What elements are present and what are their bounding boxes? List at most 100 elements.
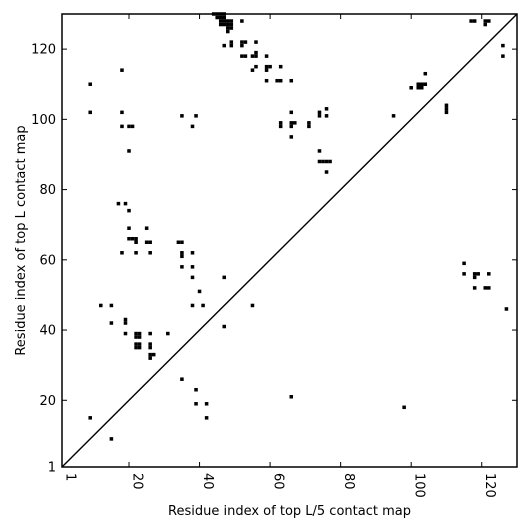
contact-cell — [134, 342, 138, 346]
contact-cell — [229, 40, 234, 44]
contact-cell — [166, 331, 170, 336]
contact-cell — [190, 251, 195, 255]
contact-cell — [240, 19, 244, 23]
contact-cell — [226, 22, 230, 27]
contact-cell — [483, 19, 488, 23]
y-tick-label: 100 — [31, 113, 56, 128]
contact-cell — [218, 19, 223, 23]
contact-cell — [416, 85, 421, 90]
contact-cell — [254, 64, 258, 69]
contact-cell — [289, 110, 294, 115]
contact-cell — [278, 64, 283, 69]
contact-cell — [109, 303, 114, 308]
contact-cell — [148, 331, 152, 336]
contact-cell — [180, 265, 184, 269]
contact-cell — [120, 68, 124, 72]
contact-cell — [148, 345, 152, 350]
contact-cell — [215, 15, 219, 20]
axis-ticks — [61, 14, 517, 468]
contact-cell — [293, 121, 297, 125]
contact-cell — [264, 78, 269, 83]
contact-cell — [317, 149, 322, 153]
contact-cell — [226, 26, 230, 30]
contact-cell — [222, 22, 227, 27]
contact-cell — [134, 236, 138, 241]
upper-contact-cells — [88, 12, 505, 153]
contact-cell — [148, 251, 152, 255]
contact-cell — [148, 342, 152, 346]
contact-cell — [222, 15, 227, 20]
contact-cell — [504, 307, 509, 311]
y-tick-label: 20 — [39, 394, 56, 409]
contact-cell — [416, 82, 421, 86]
contact-cell — [226, 19, 230, 23]
x-axis-tick-labels: 1 20 40 60 80 100 120 — [63, 473, 498, 498]
contact-cell — [137, 345, 142, 350]
contact-cell — [289, 121, 294, 125]
contact-cell — [487, 286, 491, 290]
y-tick-label: 120 — [31, 43, 56, 58]
contact-cell — [180, 377, 184, 381]
contact-cell — [180, 240, 184, 245]
contact-cell — [123, 321, 128, 325]
contact-cell — [226, 29, 230, 34]
contact-cell — [317, 114, 322, 118]
y-tick-label: 1 — [48, 461, 56, 476]
contact-cell — [127, 208, 131, 213]
contact-cell — [127, 226, 131, 230]
contact-cell — [218, 22, 223, 27]
contact-cell — [444, 110, 449, 115]
contact-cell — [127, 149, 131, 153]
contact-cell — [472, 286, 477, 290]
contact-cell — [134, 240, 138, 245]
contact-cell — [469, 19, 473, 23]
contact-cell — [487, 19, 491, 23]
contact-cell — [137, 335, 142, 339]
contact-cell — [420, 85, 424, 90]
x-tick-label: 100 — [412, 473, 427, 498]
contact-cell — [134, 335, 138, 339]
contact-cell — [250, 68, 255, 72]
contact-cell — [176, 240, 181, 245]
contact-cell — [423, 82, 428, 86]
contact-cell — [201, 303, 205, 308]
contact-cell — [130, 124, 135, 129]
x-tick-label: 60 — [271, 473, 286, 490]
lower-contact-cells — [88, 149, 509, 441]
contact-cell — [222, 275, 227, 280]
contact-cell — [190, 275, 195, 280]
y-tick-label: 80 — [39, 183, 56, 198]
contact-cell — [229, 19, 234, 23]
contact-cell — [151, 352, 156, 357]
contact-cell — [194, 402, 198, 406]
contact-cell — [317, 110, 322, 115]
contact-cell — [88, 110, 92, 115]
contact-cell — [109, 321, 114, 325]
contact-cell — [250, 303, 255, 308]
contact-cell — [264, 68, 269, 72]
contact-cell — [501, 43, 505, 48]
contact-cell — [324, 114, 329, 118]
plot-frame — [61, 13, 518, 468]
contact-cell — [123, 317, 128, 322]
contact-cell — [472, 272, 477, 276]
contact-cell — [134, 345, 138, 350]
contact-cell — [487, 272, 491, 276]
contact-cell — [264, 64, 269, 69]
contact-cell — [472, 275, 477, 280]
contact-cell — [88, 82, 92, 86]
contact-cell — [307, 121, 311, 125]
contact-cell — [289, 124, 294, 129]
contact-cell — [123, 331, 128, 336]
contact-cell — [278, 121, 283, 125]
y-tick-label: 60 — [39, 253, 56, 268]
contact-cell — [130, 236, 135, 241]
contact-cell — [123, 201, 128, 206]
contact-cell — [420, 82, 424, 86]
contact-cell — [204, 416, 209, 420]
contact-cell — [240, 40, 244, 44]
contact-cell — [180, 254, 184, 259]
contact-cell — [391, 114, 396, 118]
y-axis-label: Residue index of top L contact map — [14, 125, 29, 355]
contact-cell — [324, 107, 329, 111]
